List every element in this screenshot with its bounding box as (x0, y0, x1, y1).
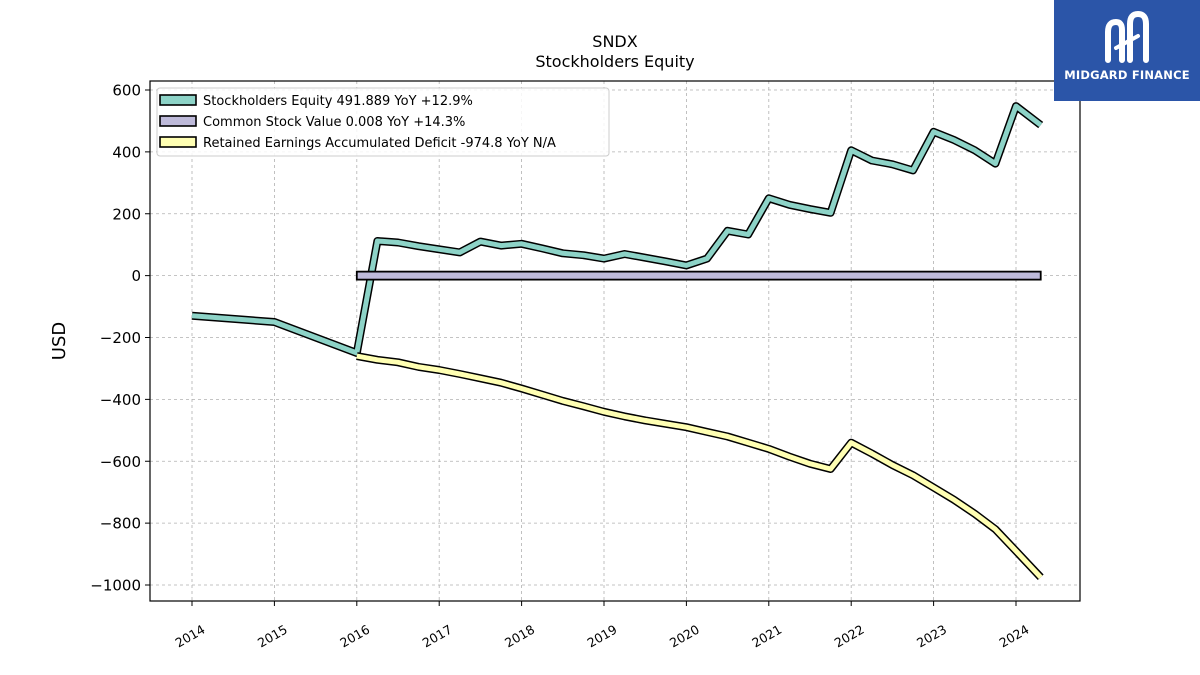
y-tick-label: −600 (100, 453, 141, 471)
x-tick-label: 2015 (255, 622, 290, 651)
legend-swatch (159, 136, 197, 148)
y-axis-label: USD (49, 322, 70, 360)
legend-box (156, 87, 610, 157)
series-line (191, 103, 1043, 356)
y-tick-label: 0 (131, 267, 141, 285)
x-tick-label: 2020 (667, 622, 702, 651)
series-stockholders-equity (191, 102, 1044, 357)
plot-frame (149, 80, 1081, 602)
series-line (356, 353, 1043, 580)
series-common-stock-value (355, 270, 1042, 281)
brand-logo: MIDGARD FINANCE (1054, 0, 1200, 101)
legend: Stockholders Equity 491.889 YoY +12.9% Co… (156, 87, 610, 157)
x-tick-label: 2021 (749, 622, 784, 651)
x-tick-label: 2014 (172, 622, 207, 651)
legend-swatch (159, 115, 197, 127)
legend-label: Retained Earnings Accumulated Deficit -9… (203, 136, 556, 151)
legend-swatch (159, 94, 197, 106)
series-outline (356, 352, 1044, 581)
x-tick-label: 2019 (584, 622, 619, 651)
chart-ticker: SNDX (592, 32, 638, 51)
y-tick-label: −200 (100, 329, 141, 347)
y-tick-label: 600 (112, 82, 141, 100)
y-tick-label: −1000 (90, 577, 141, 595)
x-axis: 2014 2015 2016 2017 2018 2019 2020 2021 2022 2023… (172, 601, 1032, 651)
y-axis: 600 400 200 0 −200 −400 −600 −800 −1000 (90, 82, 150, 595)
y-tick-label: −400 (100, 391, 141, 409)
brand-name: MIDGARD FINANCE (1064, 68, 1190, 82)
x-tick-label: 2024 (996, 622, 1031, 651)
series-layer (191, 102, 1044, 581)
series-retained-earnings-accumulated-deficit (356, 352, 1044, 581)
y-tick-label: 200 (112, 205, 141, 223)
chart-title: Stockholders Equity (535, 52, 695, 71)
x-tick-label: 2017 (420, 622, 455, 651)
x-tick-label: 2022 (832, 622, 867, 651)
y-tick-label: −800 (100, 515, 141, 533)
x-tick-label: 2018 (502, 622, 537, 651)
legend-label: Common Stock Value 0.008 YoY +14.3% (203, 115, 465, 130)
x-tick-label: 2023 (914, 622, 949, 651)
legend-label: Stockholders Equity 491.889 YoY +12.9% (203, 94, 473, 109)
brand-mark-icon (1105, 10, 1149, 63)
y-tick-label: 400 (112, 143, 141, 161)
grid-lines (150, 81, 1080, 601)
x-tick-label: 2016 (337, 622, 372, 651)
